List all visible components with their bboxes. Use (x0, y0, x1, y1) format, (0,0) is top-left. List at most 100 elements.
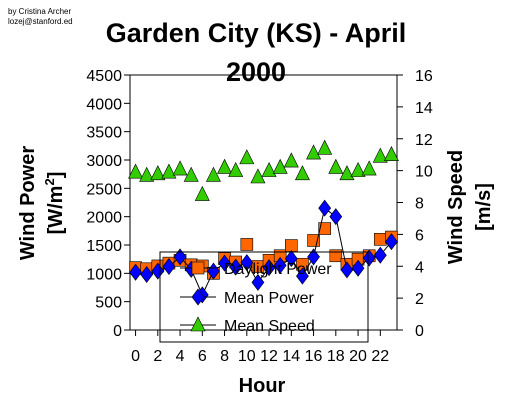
right-tick-label: 2 (415, 291, 424, 308)
mean-speed-point (228, 161, 244, 177)
x-tick-label: 0 (131, 348, 140, 365)
mean-power-point (340, 261, 354, 279)
x-axis-ticks: 0 2 4 6 8 10 12 14 16 18 20 22 (131, 330, 389, 365)
mean-power-point (273, 256, 287, 274)
y-axis-left-unit-sup: 2 (42, 178, 57, 185)
mean-power-point (229, 258, 243, 276)
x-tick-label: 18 (327, 348, 345, 365)
right-tick-label: 10 (415, 164, 433, 181)
mean-speed-point (294, 165, 310, 181)
right-tick-label: 0 (415, 323, 424, 340)
mean-speed-point (150, 165, 166, 181)
y-axis-right-label-line-2: [m/s] (473, 183, 495, 231)
y-axis-left-unit: [W/m2] (42, 172, 67, 235)
mean-speed-point (339, 165, 355, 181)
x-tick-label: 16 (305, 348, 323, 365)
mean-power-point (373, 246, 387, 264)
legend-daylight-power-marker (191, 261, 205, 275)
mean-power-point (151, 262, 165, 280)
mean-speed-point (217, 158, 233, 174)
right-axis-ticks: 0 2 4 6 8 10 12 14 16 (397, 68, 433, 340)
left-tick-label: 500 (95, 295, 122, 312)
y-axis-right-label-line-1: Wind Speed (445, 150, 467, 264)
mean-power-point (362, 249, 376, 267)
daylight-power-point (374, 233, 387, 246)
mean-power-point (385, 233, 398, 251)
legend-mean-speed-marker (190, 316, 206, 332)
legend-items: Daylight Power Mean Power Mean Speed (180, 261, 332, 335)
x-tick-label: 22 (371, 348, 389, 365)
x-tick-label: 4 (176, 348, 185, 365)
y-axis-left-unit-end: ] (45, 172, 67, 179)
mean-speed-point (350, 161, 366, 177)
daylight-power-point (329, 249, 343, 263)
left-tick-label: 3000 (86, 153, 122, 170)
mean-speed-point (172, 160, 188, 176)
x-tick-label: 2 (153, 348, 162, 365)
mean-speed-point (183, 166, 199, 182)
right-tick-label: 14 (415, 100, 433, 117)
mean-speed-point (328, 158, 344, 174)
right-tick-label: 8 (415, 196, 424, 213)
left-tick-label: 2500 (86, 181, 122, 198)
x-tick-label: 14 (282, 348, 300, 365)
daylight-power-point (240, 238, 254, 251)
chart-title-line-2: 2000 (226, 57, 286, 87)
daylight-power-point (285, 239, 298, 252)
mean-power-point (329, 208, 343, 226)
legend-box (159, 251, 369, 343)
left-tick-label: 1000 (86, 266, 122, 283)
mean-power-point (240, 254, 254, 272)
mean-speed-point (239, 149, 255, 165)
right-tick-label: 6 (415, 227, 424, 244)
chart-title-line-1: Garden City (KS) - April (106, 18, 407, 48)
mean-power-point (173, 248, 187, 266)
mean-speed-point (372, 147, 388, 163)
legend-mean-power-marker (191, 288, 205, 306)
right-tick-label: 4 (415, 259, 424, 276)
series-layer (128, 139, 399, 304)
mean-speed-point (272, 158, 288, 174)
mean-power-point (251, 273, 265, 291)
mean-power-point (162, 258, 176, 276)
mean-speed-point (261, 161, 277, 177)
mean-speed-point (250, 168, 266, 184)
left-tick-label: 3500 (86, 125, 122, 142)
mean-speed-point (194, 185, 210, 201)
left-axis-ticks: 0 500 1000 1500 2000 2500 3000 3500 4000 4500 (86, 68, 130, 340)
mean-power-point (262, 259, 276, 277)
mean-speed-point (383, 146, 399, 161)
left-tick-label: 4000 (86, 96, 122, 113)
x-axis-label: Hour (239, 375, 286, 397)
x-tick-label: 8 (220, 348, 229, 365)
mean-power-point (284, 250, 298, 268)
left-tick-label: 4500 (86, 68, 122, 85)
mean-power-point (351, 259, 365, 277)
legend-mean-power-label: Mean Power (224, 290, 314, 307)
x-tick-label: 6 (198, 348, 207, 365)
mean-power-point (307, 248, 320, 266)
left-tick-label: 2000 (86, 210, 122, 227)
legend-mean-speed-label: Mean Speed (224, 318, 315, 335)
mean-power-point (218, 254, 231, 272)
mean-power-point (318, 199, 332, 217)
mean-speed-point (128, 163, 144, 179)
mean-speed-point (361, 160, 377, 176)
credit-line-2: lozej@stanford.ed (8, 17, 73, 26)
legend-daylight-power-label: Daylight Power (224, 261, 332, 278)
right-tick-label: 12 (415, 132, 433, 149)
series-mean-power (129, 199, 398, 304)
mean-speed-point (139, 166, 155, 182)
daylight-power-point (318, 222, 331, 235)
right-tick-label: 16 (415, 68, 433, 85)
y-axis-left-unit-text: [W/m (45, 186, 67, 235)
mean-speed-point (283, 152, 299, 168)
mean-speed-point (161, 163, 177, 179)
mean-power-point (296, 267, 309, 285)
mean-speed-point (317, 139, 333, 155)
credit-line-1: by Cristina Archer (8, 7, 71, 16)
series-mean-speed (128, 139, 399, 201)
